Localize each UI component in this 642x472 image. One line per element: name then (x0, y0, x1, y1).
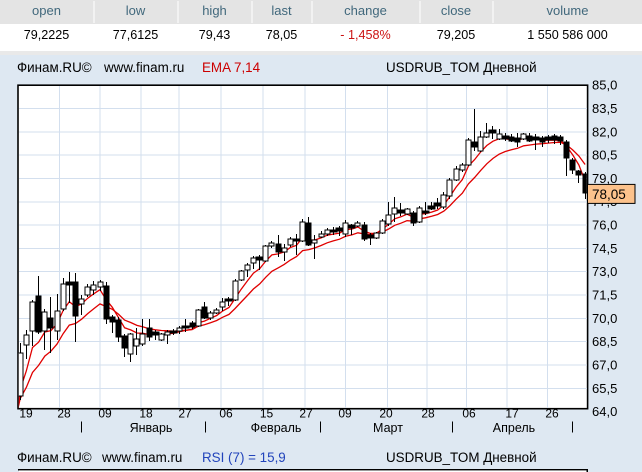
svg-text:27: 27 (178, 406, 192, 420)
svg-text:79,0: 79,0 (592, 171, 617, 186)
svg-text:09: 09 (338, 406, 352, 420)
svg-text:19: 19 (19, 406, 33, 420)
svg-text:26: 26 (545, 406, 559, 420)
svg-text:68,5: 68,5 (592, 334, 617, 349)
svg-text:73,0: 73,0 (592, 264, 617, 279)
svg-text:20: 20 (379, 406, 393, 420)
svg-text:76,0: 76,0 (592, 218, 617, 233)
svg-text:67,0: 67,0 (592, 358, 617, 373)
svg-text:17: 17 (505, 406, 519, 420)
svg-text:80,5: 80,5 (592, 148, 617, 163)
svg-text:78,05: 78,05 (592, 187, 626, 202)
svg-text:83,5: 83,5 (592, 101, 617, 116)
svg-text:Январь: Январь (130, 421, 173, 435)
svg-text:65,5: 65,5 (592, 381, 617, 396)
svg-text:70,0: 70,0 (592, 311, 617, 326)
svg-text:28: 28 (421, 406, 435, 420)
svg-text:82,0: 82,0 (592, 124, 617, 139)
svg-text:Апрель: Апрель (493, 421, 535, 435)
svg-text:27: 27 (299, 406, 313, 420)
svg-text:15: 15 (260, 406, 274, 420)
svg-text:Март: Март (373, 421, 403, 435)
svg-text:06: 06 (219, 406, 233, 420)
svg-text:85,0: 85,0 (592, 78, 617, 93)
svg-text:09: 09 (98, 406, 112, 420)
svg-text:18: 18 (139, 406, 153, 420)
svg-text:74,5: 74,5 (592, 241, 617, 256)
svg-text:28: 28 (57, 406, 71, 420)
svg-text:06: 06 (462, 406, 476, 420)
svg-text:64,0: 64,0 (592, 404, 617, 419)
svg-text:Февраль: Февраль (251, 421, 302, 435)
svg-text:71,5: 71,5 (592, 288, 617, 303)
